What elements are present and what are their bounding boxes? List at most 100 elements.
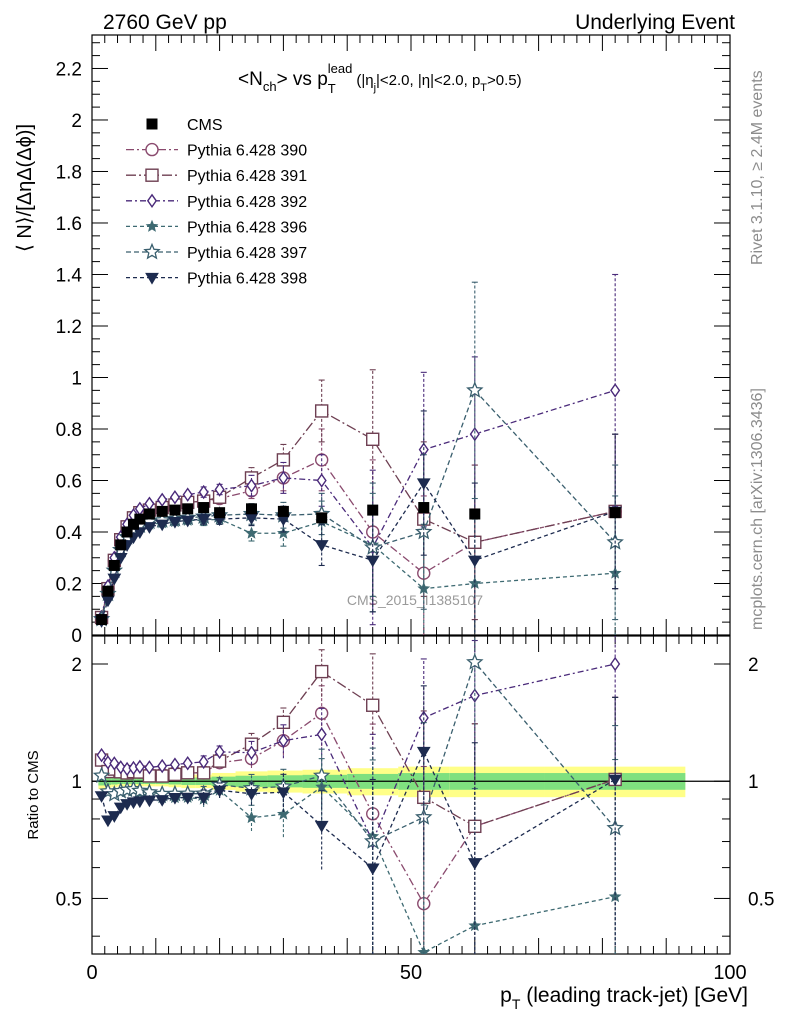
y-axis-label: ⟨ N⟩/[ΔηΔ(Δϕ)] <box>14 124 36 252</box>
main-series <box>92 273 624 635</box>
data-point <box>316 473 327 488</box>
data-point <box>246 478 257 493</box>
series-line <box>100 410 616 618</box>
ratio-point <box>142 795 157 808</box>
axes-ticks: 0 50 100 0 0.2 0.4 0.6 0.8 1 1.2 1.4 1.6 1.8 2 2.2 0.5 0… <box>56 35 774 984</box>
ratio-point <box>467 858 482 870</box>
ratio-point <box>416 746 431 759</box>
ratio-series-5 <box>94 685 623 954</box>
cms-point <box>115 539 127 551</box>
series-line <box>100 518 616 620</box>
ratio-series-1 <box>94 649 622 954</box>
header-left: 2760 GeV pp <box>103 11 227 34</box>
data-point <box>198 484 209 500</box>
ratio-series-0 <box>94 685 622 954</box>
ratio-point <box>94 791 109 803</box>
ratio-point <box>278 733 289 748</box>
ratio-point <box>608 774 623 787</box>
ratio-line <box>101 712 616 905</box>
data-point <box>157 492 168 508</box>
ratio-point <box>155 795 170 807</box>
ratio-point <box>366 698 380 712</box>
x-axis-label: pT (leading track-jet) [GeV] <box>500 984 748 1012</box>
legend-marker <box>145 272 159 285</box>
legend-label: Pythia 6.428 392 <box>187 194 307 211</box>
cms-point <box>108 559 120 571</box>
x-tick-label: 0 <box>86 962 97 984</box>
legend-label: Pythia 6.428 396 <box>187 219 307 236</box>
legend-label: CMS <box>187 117 223 134</box>
y-tick-label: 1 <box>71 368 82 389</box>
ratio-point <box>277 807 290 820</box>
ratio-y-axis-label: Ratio to CMS <box>25 750 42 839</box>
ratio-point <box>415 808 433 825</box>
data-point <box>366 432 380 446</box>
ratio-point <box>168 792 182 805</box>
data-point <box>169 490 180 505</box>
ratio-line <box>100 660 616 843</box>
data-point <box>610 383 621 398</box>
legend-marker <box>146 118 158 130</box>
legend-entry: Pythia 6.428 398 <box>126 271 307 288</box>
series-0 <box>94 428 622 635</box>
legend-label: Pythia 6.428 397 <box>187 245 307 262</box>
y-tick-label: 0 <box>71 626 82 647</box>
ratio-point <box>144 760 155 775</box>
legend-marker <box>145 219 159 232</box>
legend-entry: Pythia 6.428 392 <box>126 193 307 211</box>
data-point <box>132 527 147 539</box>
cms-point <box>198 502 210 514</box>
y-tick-label: 0.6 <box>56 471 82 492</box>
x-tick-label: 100 <box>713 962 746 984</box>
cms-point <box>156 505 168 517</box>
ratio-point <box>92 766 111 784</box>
legend-entry: Pythia 6.428 390 <box>126 143 307 160</box>
ratio-point <box>214 744 225 760</box>
series-cms <box>96 502 621 626</box>
ratio-series-2 <box>96 636 621 954</box>
ratio-point <box>182 756 193 771</box>
legend-entry: Pythia 6.428 396 <box>126 219 307 236</box>
cms-point <box>121 526 133 538</box>
data-point <box>182 487 193 502</box>
data-point <box>214 482 225 497</box>
ratio-point <box>314 664 329 679</box>
cms-point <box>469 508 481 520</box>
ratio-point <box>276 787 291 800</box>
ratio-line <box>101 663 616 843</box>
data-point <box>416 478 431 491</box>
series-4 <box>92 281 624 627</box>
ratio-point <box>131 781 149 799</box>
legend-label: Pythia 6.428 398 <box>187 271 307 288</box>
ratio-point <box>365 863 380 876</box>
y-tick-label: 0.4 <box>56 523 83 544</box>
cms-point <box>169 504 181 516</box>
data-point <box>142 522 157 534</box>
ratio-tick-label-left: 1 <box>71 772 82 793</box>
ratio-tick-label-left: 0.5 <box>56 889 82 910</box>
ratio-point <box>102 755 114 770</box>
ratio-point <box>180 792 195 805</box>
legend-entry: Pythia 6.428 397 <box>126 242 307 262</box>
legend-entry: Pythia 6.428 391 <box>126 168 307 185</box>
legend-label: Pythia 6.428 391 <box>187 168 307 185</box>
cms-point <box>418 502 430 514</box>
ratio-point <box>113 802 128 815</box>
ratio-point <box>196 792 211 805</box>
series-line <box>100 481 616 622</box>
legend: CMS Pythia 6.428 390 Pythia 6.428 391 Pythi… <box>126 117 307 288</box>
data-point <box>469 426 480 442</box>
data-point <box>278 470 289 486</box>
data-point <box>314 540 329 552</box>
ratio-tick-label-right: 2 <box>748 655 759 676</box>
x-tick-label: 50 <box>400 962 422 984</box>
cms-point <box>316 512 328 524</box>
y-tick-label: 2.2 <box>56 59 82 80</box>
legend-entry: CMS <box>146 117 223 134</box>
ratio-point <box>101 815 115 828</box>
cms-point <box>96 614 108 626</box>
ratio-series <box>92 636 624 954</box>
data-point <box>107 573 122 586</box>
y-tick-label: 1.6 <box>56 214 82 235</box>
